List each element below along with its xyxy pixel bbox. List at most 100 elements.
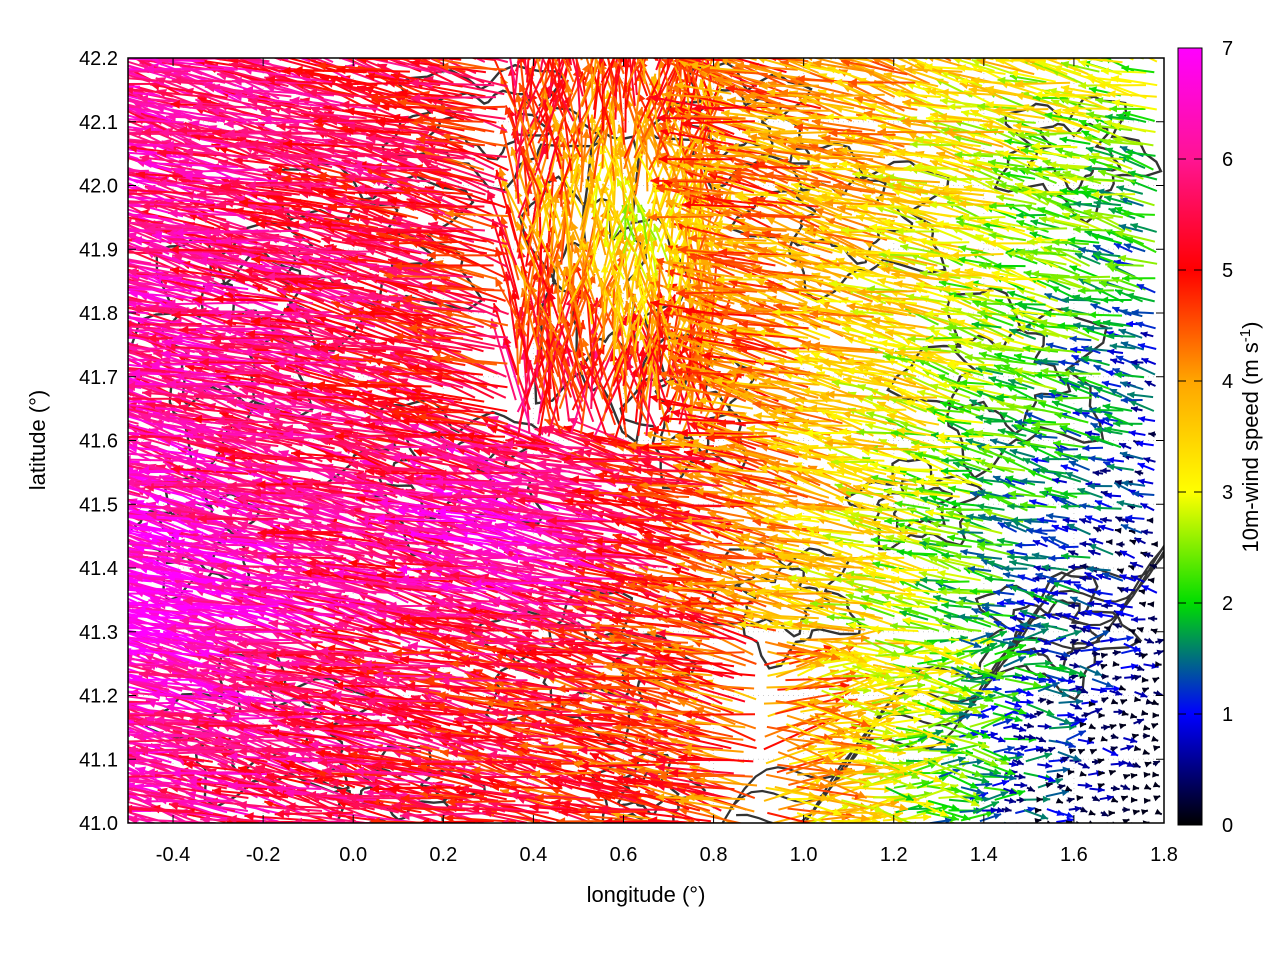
wind-vector-shaft [862,824,896,835]
wind-vector [1023,808,1049,820]
wind-vector-head [52,731,63,740]
wind-vector [1143,771,1151,778]
wind-vector [237,800,323,812]
wind-vector-head [1076,794,1083,802]
wind-vector-shaft [949,825,988,827]
wind-vector-shaft [31,719,126,749]
wind-vector-head [276,789,287,799]
wind-vector-head [990,705,999,712]
wind-vector-shaft [776,821,782,823]
wind-vector-shaft [427,824,505,825]
wind-vector [1037,762,1053,769]
wind-vector [1066,729,1087,741]
wind-vector-head [103,645,113,655]
wind-vector-head [53,788,63,797]
wind-vector [1141,676,1149,683]
wind-vector-shaft [399,812,486,817]
wind-vector [128,804,203,815]
wind-vector-shaft [279,663,368,667]
wind-vector-shaft [393,806,465,812]
wind-vector-head [44,787,54,796]
wind-vector-head [444,813,454,823]
wind-vector-head [556,817,566,823]
wind-vector-head [40,631,51,640]
wind-vector-shaft [170,772,268,775]
wind-vector-shaft [810,810,870,820]
wind-vector-head [1122,819,1130,823]
wind-vector-head [939,829,948,836]
wind-vector-head [107,783,117,792]
wind-vector-shaft [994,824,1007,829]
wind-vector-head [102,611,113,620]
wind-vector-head [89,663,100,672]
wind-vector-head [104,782,115,790]
wind-vector-head [65,589,76,598]
wind-vector [128,794,139,800]
wind-vector-head [31,649,42,658]
wind-vector-shaft [286,805,367,810]
wind-vector-head [59,626,70,636]
wind-vector-head [66,768,77,777]
wind-vector-head [581,812,591,821]
wind-vector-head [1038,827,1046,834]
wind-vector [391,801,474,811]
wind-vector [1100,810,1109,817]
wind-vector-head [1039,747,1047,754]
wind-vector-head [1088,809,1096,816]
wind-vector-head [42,684,52,693]
wind-vector-shaft [265,775,343,779]
wind-vector-head [981,823,989,830]
wind-vector-shaft [391,804,474,810]
wind-vector [992,779,1010,787]
wind-vector [1141,709,1149,716]
wind-vector-head [1130,796,1138,803]
wind-vector-head [1034,807,1042,814]
wind-vector-head [112,803,121,812]
wind-vector [274,809,354,819]
wind-vector-head [558,807,568,817]
wind-vector-head [1141,676,1149,683]
wind-vector-head [48,631,59,640]
wind-vector [1098,770,1105,777]
wind-vector-head [274,809,284,819]
wind-vector-head [1020,781,1028,789]
wind-vector [1004,797,1017,804]
wind-vector-head [70,798,81,807]
wind-vector [1055,810,1075,819]
wind-vector [1152,781,1161,788]
wind-vector [1079,770,1087,777]
wind-vector [1076,821,1080,823]
wind-vector-head [50,636,61,646]
wind-vector [1023,722,1034,729]
wind-vector-shaft [445,800,516,804]
wind-vector-head [63,802,73,811]
wind-vector-shaft [128,792,185,801]
contour-line [1006,599,1101,672]
wind-vector [1088,723,1096,730]
wind-vector-head [200,815,210,823]
wind-vector-shaft [274,811,354,816]
wind-vector-head [1077,749,1085,755]
wind-vector-head [27,624,38,634]
wind-vector-head [1122,774,1130,780]
wind-vector-head [1076,821,1080,823]
wind-vector-shaft [675,799,735,811]
wind-vector-head [556,684,566,693]
wind-vector-shaft [513,734,595,738]
wind-vector-head [39,624,50,633]
wind-vector-head [1142,749,1150,755]
wind-vector-shaft [882,810,913,823]
wind-vector [1077,748,1086,755]
wind-vector [1036,796,1043,803]
wind-vector-shaft [128,617,138,620]
wind-vector-shaft [425,677,495,681]
wind-vector-shaft [128,807,130,810]
wind-vector-shaft [875,822,878,823]
wind-vector-head [26,697,37,707]
wind-vector-head [1151,723,1158,729]
wind-vector [1100,663,1108,670]
wind-vector-head [1085,782,1093,789]
wind-vector-head [675,797,685,806]
wind-vector-head [63,682,73,690]
